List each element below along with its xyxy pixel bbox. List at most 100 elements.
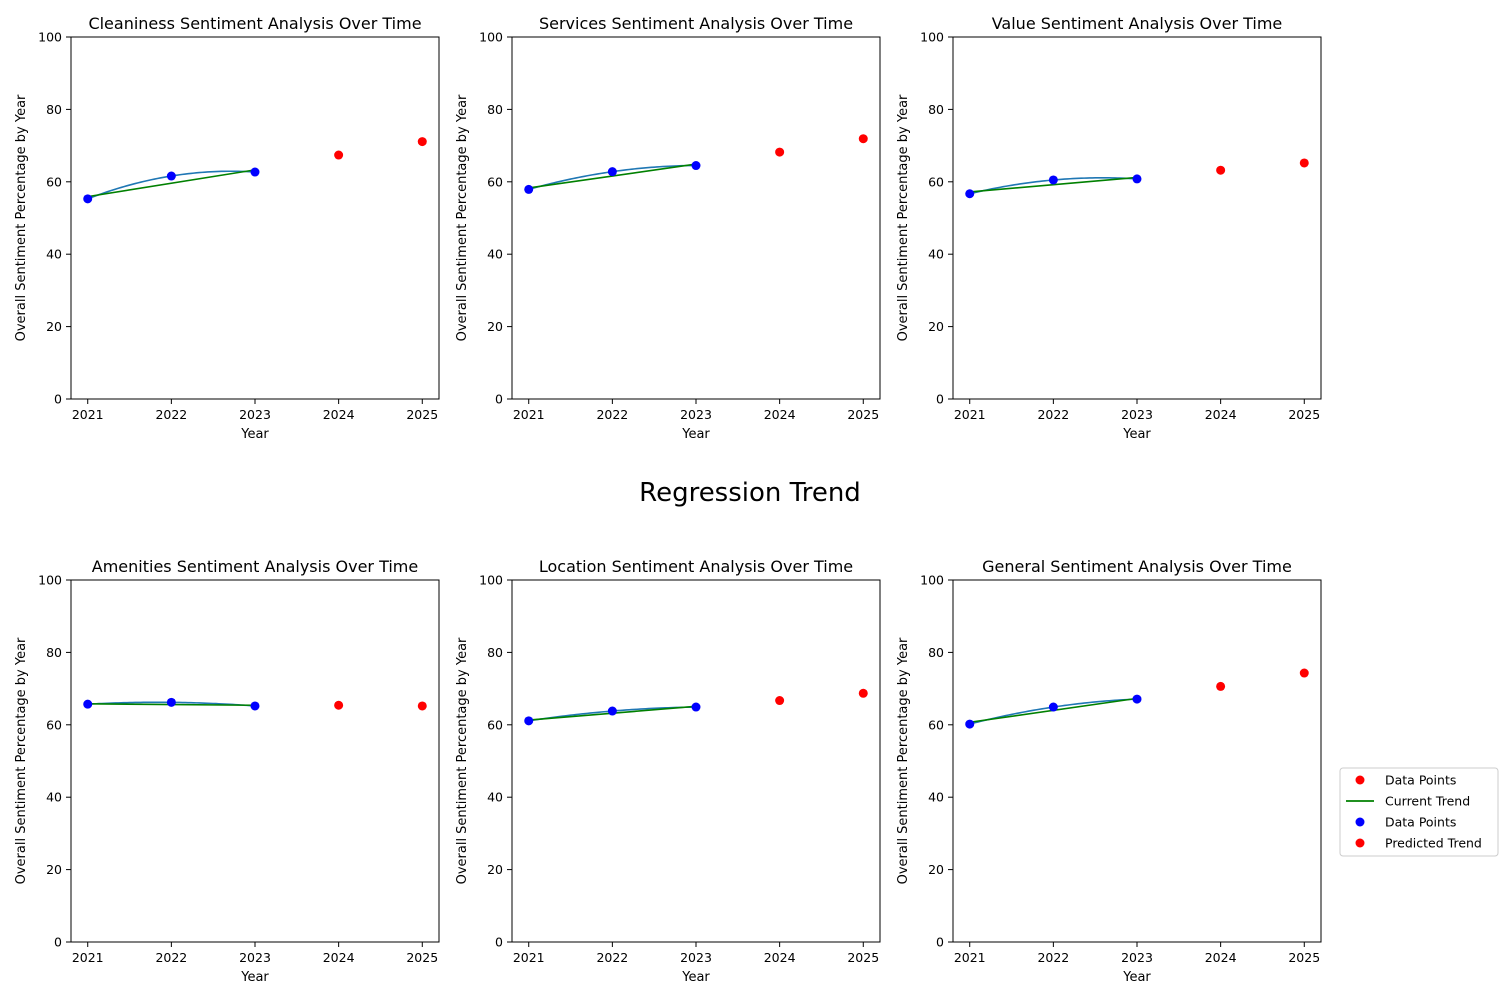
y-tick-label: 20 <box>928 862 944 877</box>
y-tick-label: 40 <box>487 247 503 262</box>
x-tick-label: 2025 <box>847 407 879 422</box>
y-tick-label: 80 <box>487 102 503 117</box>
x-tick-label: 2022 <box>155 950 187 965</box>
predicted-point <box>858 688 868 698</box>
y-axis-label: Overall Sentiment Percentage by Year <box>896 637 911 884</box>
predicted-point <box>417 137 427 147</box>
x-axis-label: Year <box>240 427 269 442</box>
y-tick-label: 0 <box>936 392 944 407</box>
y-tick-label: 0 <box>54 392 62 407</box>
subplot-1: Cleaniness Sentiment Analysis Over Time 2… <box>14 14 440 442</box>
axes-frame <box>511 579 881 943</box>
figure-suptitle: Regression Trend <box>639 478 861 508</box>
legend-label: Predicted Trend <box>1385 836 1482 851</box>
y-tick-label: 20 <box>46 862 62 877</box>
x-axis-label: Year <box>1122 427 1151 442</box>
current-trend-line <box>87 169 256 198</box>
x-tick-label: 2021 <box>513 950 545 965</box>
legend-label: Data Points <box>1385 815 1456 830</box>
data-point <box>691 161 701 171</box>
data-point <box>166 697 176 707</box>
y-tick-label: 100 <box>38 30 62 45</box>
y-tick-label: 0 <box>54 935 62 950</box>
x-tick-label: 2021 <box>954 950 986 965</box>
x-tick-label: 2025 <box>1288 407 1320 422</box>
legend-label: Data Points <box>1385 773 1456 788</box>
legend-frame <box>1339 767 1499 857</box>
y-tick-label: 100 <box>479 30 503 45</box>
y-tick-label: 20 <box>487 319 503 334</box>
y-tick-label: 0 <box>936 935 944 950</box>
data-point <box>1048 175 1058 185</box>
subplot-title: Amenities Sentiment Analysis Over Time <box>92 557 418 576</box>
subplot-title: Cleaniness Sentiment Analysis Over Time <box>88 14 421 33</box>
x-tick-label: 2021 <box>954 407 986 422</box>
subplot-5: Location Sentiment Analysis Over Time202… <box>455 557 881 985</box>
axes-frame <box>70 36 440 400</box>
y-tick-label: 60 <box>46 174 62 189</box>
y-tick-label: 100 <box>38 573 62 588</box>
x-tick-label: 2023 <box>680 407 712 422</box>
x-tick-label: 2021 <box>513 407 545 422</box>
y-tick-label: 80 <box>928 645 944 660</box>
y-tick-label: 0 <box>495 392 503 407</box>
x-tick-label: 2025 <box>1288 950 1320 965</box>
subplot-title: General Sentiment Analysis Over Time <box>982 557 1292 576</box>
subplot-title: Value Sentiment Analysis Over Time <box>992 14 1283 33</box>
data-point <box>250 701 260 711</box>
subplot-2: Services Sentiment Analysis Over Time202… <box>455 14 881 442</box>
subplot-title: Location Sentiment Analysis Over Time <box>539 557 853 576</box>
legend-marker-swatch <box>1355 817 1365 827</box>
x-tick-label: 2023 <box>680 950 712 965</box>
x-tick-label: 2024 <box>323 950 355 965</box>
x-tick-label: 2023 <box>239 950 271 965</box>
axes-frame <box>952 36 1322 400</box>
y-tick-label: 20 <box>487 862 503 877</box>
predicted-point <box>1299 668 1309 678</box>
x-tick-label: 2025 <box>406 407 438 422</box>
data-point <box>250 167 260 177</box>
y-tick-label: 60 <box>487 717 503 732</box>
x-tick-label: 2024 <box>1205 407 1237 422</box>
axes-frame <box>952 579 1322 943</box>
y-tick-label: 80 <box>46 102 62 117</box>
data-point <box>965 719 975 729</box>
data-point <box>965 189 975 199</box>
y-tick-label: 100 <box>920 573 944 588</box>
y-tick-label: 60 <box>928 717 944 732</box>
y-tick-label: 60 <box>487 174 503 189</box>
y-tick-label: 100 <box>920 30 944 45</box>
y-tick-label: 40 <box>46 247 62 262</box>
y-tick-label: 80 <box>928 102 944 117</box>
predicted-point <box>334 150 344 160</box>
x-tick-label: 2022 <box>155 407 187 422</box>
axes-frame <box>511 36 881 400</box>
predicted-point <box>1216 681 1226 691</box>
axes-frame <box>70 579 440 943</box>
x-tick-label: 2023 <box>1121 407 1153 422</box>
x-tick-label: 2022 <box>1037 407 1069 422</box>
legend-label: Current Trend <box>1385 794 1470 809</box>
x-axis-label: Year <box>681 970 710 985</box>
x-tick-label: 2022 <box>596 407 628 422</box>
data-point <box>607 706 617 716</box>
x-axis-label: Year <box>1122 970 1151 985</box>
subplot-3: Value Sentiment Analysis Over Time 2021 20… <box>896 14 1322 442</box>
y-axis-label: Overall Sentiment Percentage by Year <box>455 637 470 884</box>
data-point <box>83 194 93 204</box>
y-tick-label: 20 <box>46 319 62 334</box>
y-axis-label: Overall Sentiment Percentage by Year <box>14 637 29 884</box>
predicted-point <box>775 147 785 157</box>
x-tick-label: 2024 <box>764 407 796 422</box>
data-point <box>1048 702 1058 712</box>
x-tick-label: 2023 <box>1121 950 1153 965</box>
x-tick-label: 2021 <box>72 950 104 965</box>
subplot-6: General Sentiment Analysis Over Time 2021… <box>896 557 1322 985</box>
x-tick-label: 2024 <box>1205 950 1237 965</box>
y-tick-label: 60 <box>928 174 944 189</box>
y-tick-label: 80 <box>46 645 62 660</box>
predicted-point <box>334 700 344 710</box>
y-axis-label: Overall Sentiment Percentage by Year <box>896 94 911 341</box>
data-point <box>166 171 176 181</box>
data-point <box>607 167 617 177</box>
